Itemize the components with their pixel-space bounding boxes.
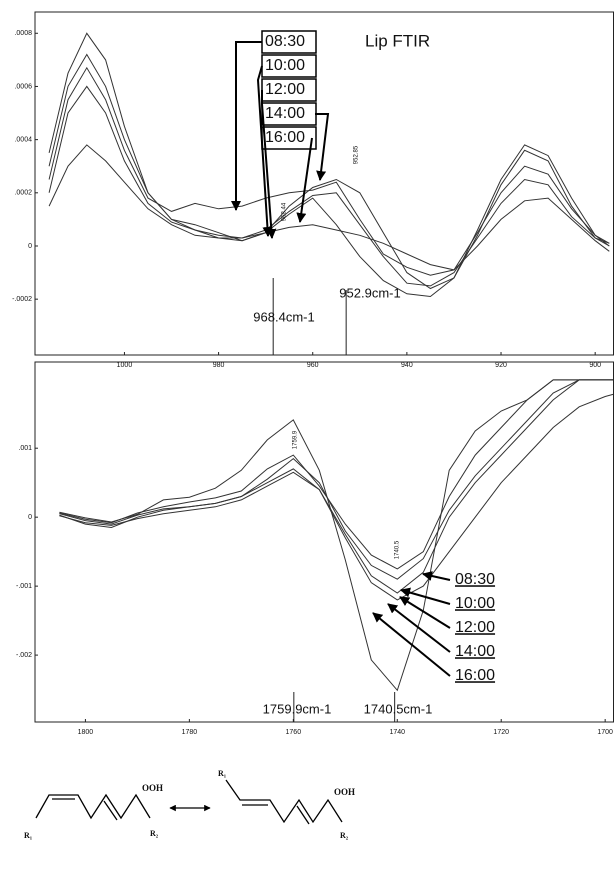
chart: .001 0 -.001 -.002 1800 1780 1760 1740 1720 1700 1…	[16, 361, 614, 736]
spectrum-line	[48, 66, 610, 276]
x-tick-label: 1740	[389, 729, 405, 736]
double-bond	[296, 805, 310, 825]
x-tick-label: 1800	[78, 729, 94, 736]
r-label: R₁	[218, 769, 227, 778]
x-tick-label: 980	[213, 362, 225, 369]
x-tick-label: 960	[307, 362, 319, 369]
label-arrow	[387, 603, 451, 653]
y-tick-label: -.002	[16, 652, 32, 659]
time-label: 14:00	[455, 643, 495, 660]
peak-label: 968.4cm-1	[253, 309, 314, 324]
label-box	[261, 126, 317, 150]
time-label: 16:00	[455, 667, 495, 684]
label-arrow	[372, 612, 451, 677]
chart-title: Lip FTIR	[365, 31, 430, 50]
x-tick-label: 1760	[286, 729, 302, 736]
bond-chain	[35, 793, 151, 820]
peak-label: 1740.5cm-1	[364, 701, 433, 716]
y-tick-label: -.001	[16, 583, 32, 590]
spectrum-line	[59, 393, 614, 601]
spectrum-line	[48, 53, 610, 290]
spectrum-line	[59, 379, 613, 594]
double-bond	[103, 800, 118, 821]
label-arrow	[296, 137, 313, 223]
x-tick-label: 1780	[182, 729, 198, 736]
time-label: 10:00	[265, 57, 305, 74]
label-arrow	[400, 587, 451, 605]
r-label: R₂	[340, 831, 349, 840]
y-tick-label: .0008	[14, 30, 32, 37]
oxy-label: OOH	[142, 783, 163, 793]
time-label: 12:00	[265, 81, 305, 98]
spectrum-line	[48, 85, 610, 287]
peak-label: 1759.9cm-1	[263, 701, 332, 716]
time-label: 08:30	[265, 33, 305, 50]
y-tick-label: .001	[18, 445, 32, 452]
label-arrow	[256, 65, 273, 237]
peak-value: 1759.9	[293, 430, 299, 449]
x-tick-label: 1000	[117, 362, 133, 369]
peak-value: 968.44	[282, 202, 288, 221]
x-tick-label: 940	[401, 362, 413, 369]
spectrum-line	[59, 379, 613, 692]
spectrum-line	[59, 379, 613, 580]
time-label: 12:00	[455, 619, 495, 636]
y-tick-label: .0004	[14, 136, 32, 143]
bond-chain	[225, 779, 343, 824]
y-tick-label: 0	[28, 514, 32, 521]
y-tick-label: .0006	[14, 83, 32, 90]
x-tick-label: 1700	[597, 729, 613, 736]
x-tick-label: 1720	[493, 729, 509, 736]
x-tick-label: 900	[589, 362, 601, 369]
label-arrow	[315, 113, 330, 181]
r-label: R₁	[24, 831, 33, 840]
x-tick-label: 920	[495, 362, 507, 369]
peak-value: 1740.5	[395, 540, 401, 559]
peak-label: 952.9cm-1	[339, 285, 400, 300]
time-label: 14:00	[265, 105, 305, 122]
spectrum-line	[59, 379, 613, 570]
label-arrow	[422, 571, 451, 581]
label-arrow	[399, 596, 451, 629]
spectrum-line	[48, 32, 610, 298]
time-label: 08:30	[455, 571, 495, 588]
label-arrow	[231, 41, 262, 211]
time-label: 16:00	[265, 129, 305, 146]
peak-value: 952.85	[354, 145, 360, 164]
r-label: R₂	[150, 829, 159, 838]
spectrum-line	[48, 144, 610, 271]
oxy-label: OOH	[334, 787, 355, 797]
plot-frame	[34, 361, 614, 723]
y-tick-label: -.0002	[12, 296, 32, 303]
y-tick-label: .0002	[14, 190, 32, 197]
chart: Lip FTIR .0008 .0006 .0004 .0002 0 -.0002 1000 9…	[12, 11, 614, 369]
y-tick-label: 0	[28, 243, 32, 250]
time-label: 10:00	[455, 595, 495, 612]
structures: OOH R₁ R₂ R₁ OOH R₂	[24, 769, 355, 840]
